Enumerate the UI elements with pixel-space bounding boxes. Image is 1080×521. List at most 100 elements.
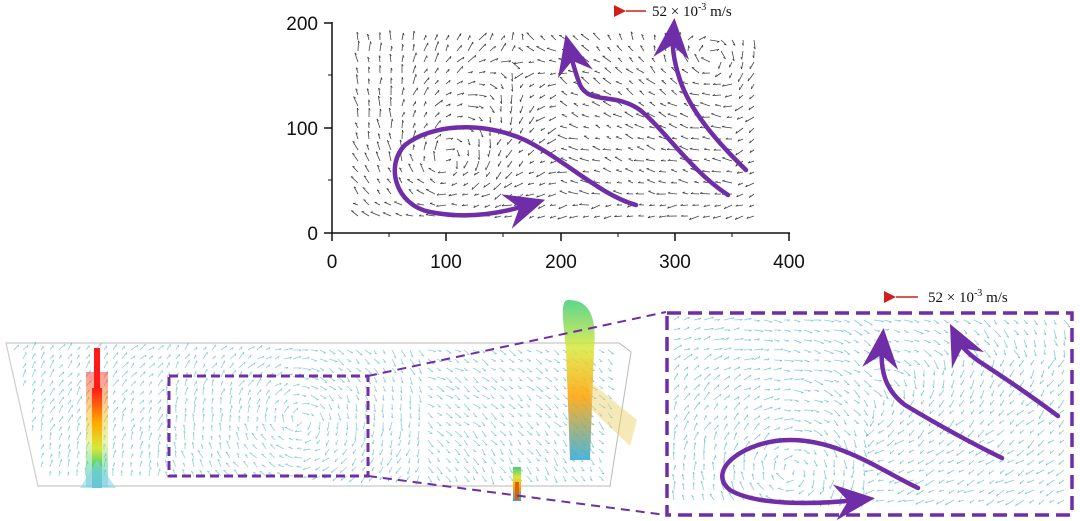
velocity-vector [892, 409, 895, 415]
velocity-vector-head [501, 415, 505, 418]
velocity-vector-head [637, 181, 641, 184]
velocity-vector [1050, 389, 1055, 394]
velocity-vector [419, 163, 425, 173]
velocity-vector [265, 347, 271, 351]
velocity-vector [753, 348, 764, 351]
velocity-vector [562, 49, 568, 52]
velocity-vector-head [788, 330, 791, 333]
velocity-vector [401, 111, 405, 118]
velocity-vector [853, 349, 860, 354]
velocity-vector-head [887, 369, 891, 372]
velocity-vector-head [413, 144, 416, 148]
velocity-vector-head [150, 466, 152, 470]
velocity-vector-head [1007, 460, 1010, 463]
velocity-vector-head [785, 489, 789, 492]
velocity-vector [436, 448, 441, 453]
velocity-vector-head [477, 157, 480, 160]
velocity-vector-head [324, 360, 328, 363]
velocity-vector [427, 475, 433, 483]
velocity-vector [957, 489, 965, 493]
velocity-vector-head [687, 316, 690, 320]
velocity-vector [571, 112, 579, 118]
velocity-vector-head [461, 66, 464, 69]
velocity-vector [723, 347, 732, 351]
velocity-vector-head [1045, 462, 1048, 466]
velocity-vector [983, 329, 990, 339]
velocity-vector [833, 379, 840, 383]
velocity-vector-head [758, 356, 761, 359]
velocity-vector [49, 387, 55, 396]
velocity-vector-head [203, 386, 205, 390]
velocity-vector [500, 42, 507, 52]
velocity-vector [472, 475, 476, 481]
velocity-vector [865, 469, 875, 473]
velocity-vector [423, 101, 427, 107]
velocity-vector-head [150, 416, 152, 419]
velocity-vector-head [518, 141, 520, 144]
velocity-vector-head [503, 471, 507, 474]
velocity-vector-head [494, 197, 496, 200]
velocity-vector [749, 193, 755, 198]
velocity-vector-head [876, 442, 878, 445]
velocity-vector [401, 44, 403, 52]
velocity-vector-head [733, 470, 736, 473]
velocity-vector-head [737, 327, 740, 330]
velocity-vector [388, 132, 392, 140]
velocity-vector [602, 55, 612, 63]
velocity-vector [539, 94, 546, 99]
velocity-vector [481, 403, 487, 409]
velocity-vector [700, 102, 711, 107]
velocity-vector-head [938, 441, 941, 445]
velocity-vector-head [876, 472, 879, 476]
velocity-vector [481, 430, 487, 437]
velocity-vector-head [409, 416, 412, 419]
velocity-vector-head [752, 55, 755, 58]
velocity-vector-head [1024, 491, 1027, 495]
velocity-vector-head [280, 388, 282, 392]
velocity-vector [490, 421, 497, 428]
velocity-vector [1063, 349, 1066, 358]
velocity-vector [712, 483, 715, 491]
velocity-vector [646, 112, 656, 118]
velocity-vector-head [475, 94, 478, 97]
velocity-vector [793, 459, 800, 463]
velocity-vector-head [786, 340, 790, 343]
velocity-vector-head [927, 330, 930, 333]
velocity-vector-head [329, 408, 333, 410]
velocity-vector [328, 358, 338, 362]
velocity-vector [544, 439, 550, 444]
velocity-vector-head [474, 193, 477, 196]
velocity-vector-head [441, 445, 444, 447]
velocity-vector-head [837, 436, 841, 438]
velocity-vector [520, 127, 524, 134]
velocity-vector-head [626, 214, 630, 217]
velocity-vector [467, 105, 479, 108]
velocity-vector [783, 409, 791, 411]
velocity-vector [49, 380, 53, 387]
velocity-vector [878, 479, 885, 482]
velocity-vector [731, 50, 735, 61]
velocity-vector-head [494, 45, 496, 49]
velocity-vector-head [759, 433, 761, 437]
velocity-vector-head [410, 390, 414, 393]
velocity-vector [733, 421, 740, 431]
velocity-vector [813, 339, 824, 344]
velocity-vector [130, 424, 135, 432]
velocity-vector-head [529, 95, 532, 99]
velocity-vector [823, 409, 833, 415]
velocity-vector-head [739, 373, 741, 377]
velocity-vector-head [403, 355, 406, 357]
velocity-vector-head [400, 370, 403, 373]
velocity-vector [813, 429, 823, 437]
velocity-vector [724, 204, 733, 210]
velocity-vector [1053, 329, 1057, 339]
x-tick-label-100: 100 [430, 252, 462, 273]
velocity-vector-head [473, 80, 476, 84]
velocity-vector [434, 41, 439, 52]
velocity-vector [76, 362, 81, 369]
velocity-vector-head [535, 479, 539, 482]
velocity-vector [412, 109, 416, 118]
velocity-vector-head [430, 471, 434, 474]
velocity-vector [1018, 469, 1025, 477]
velocity-vector [553, 457, 559, 466]
